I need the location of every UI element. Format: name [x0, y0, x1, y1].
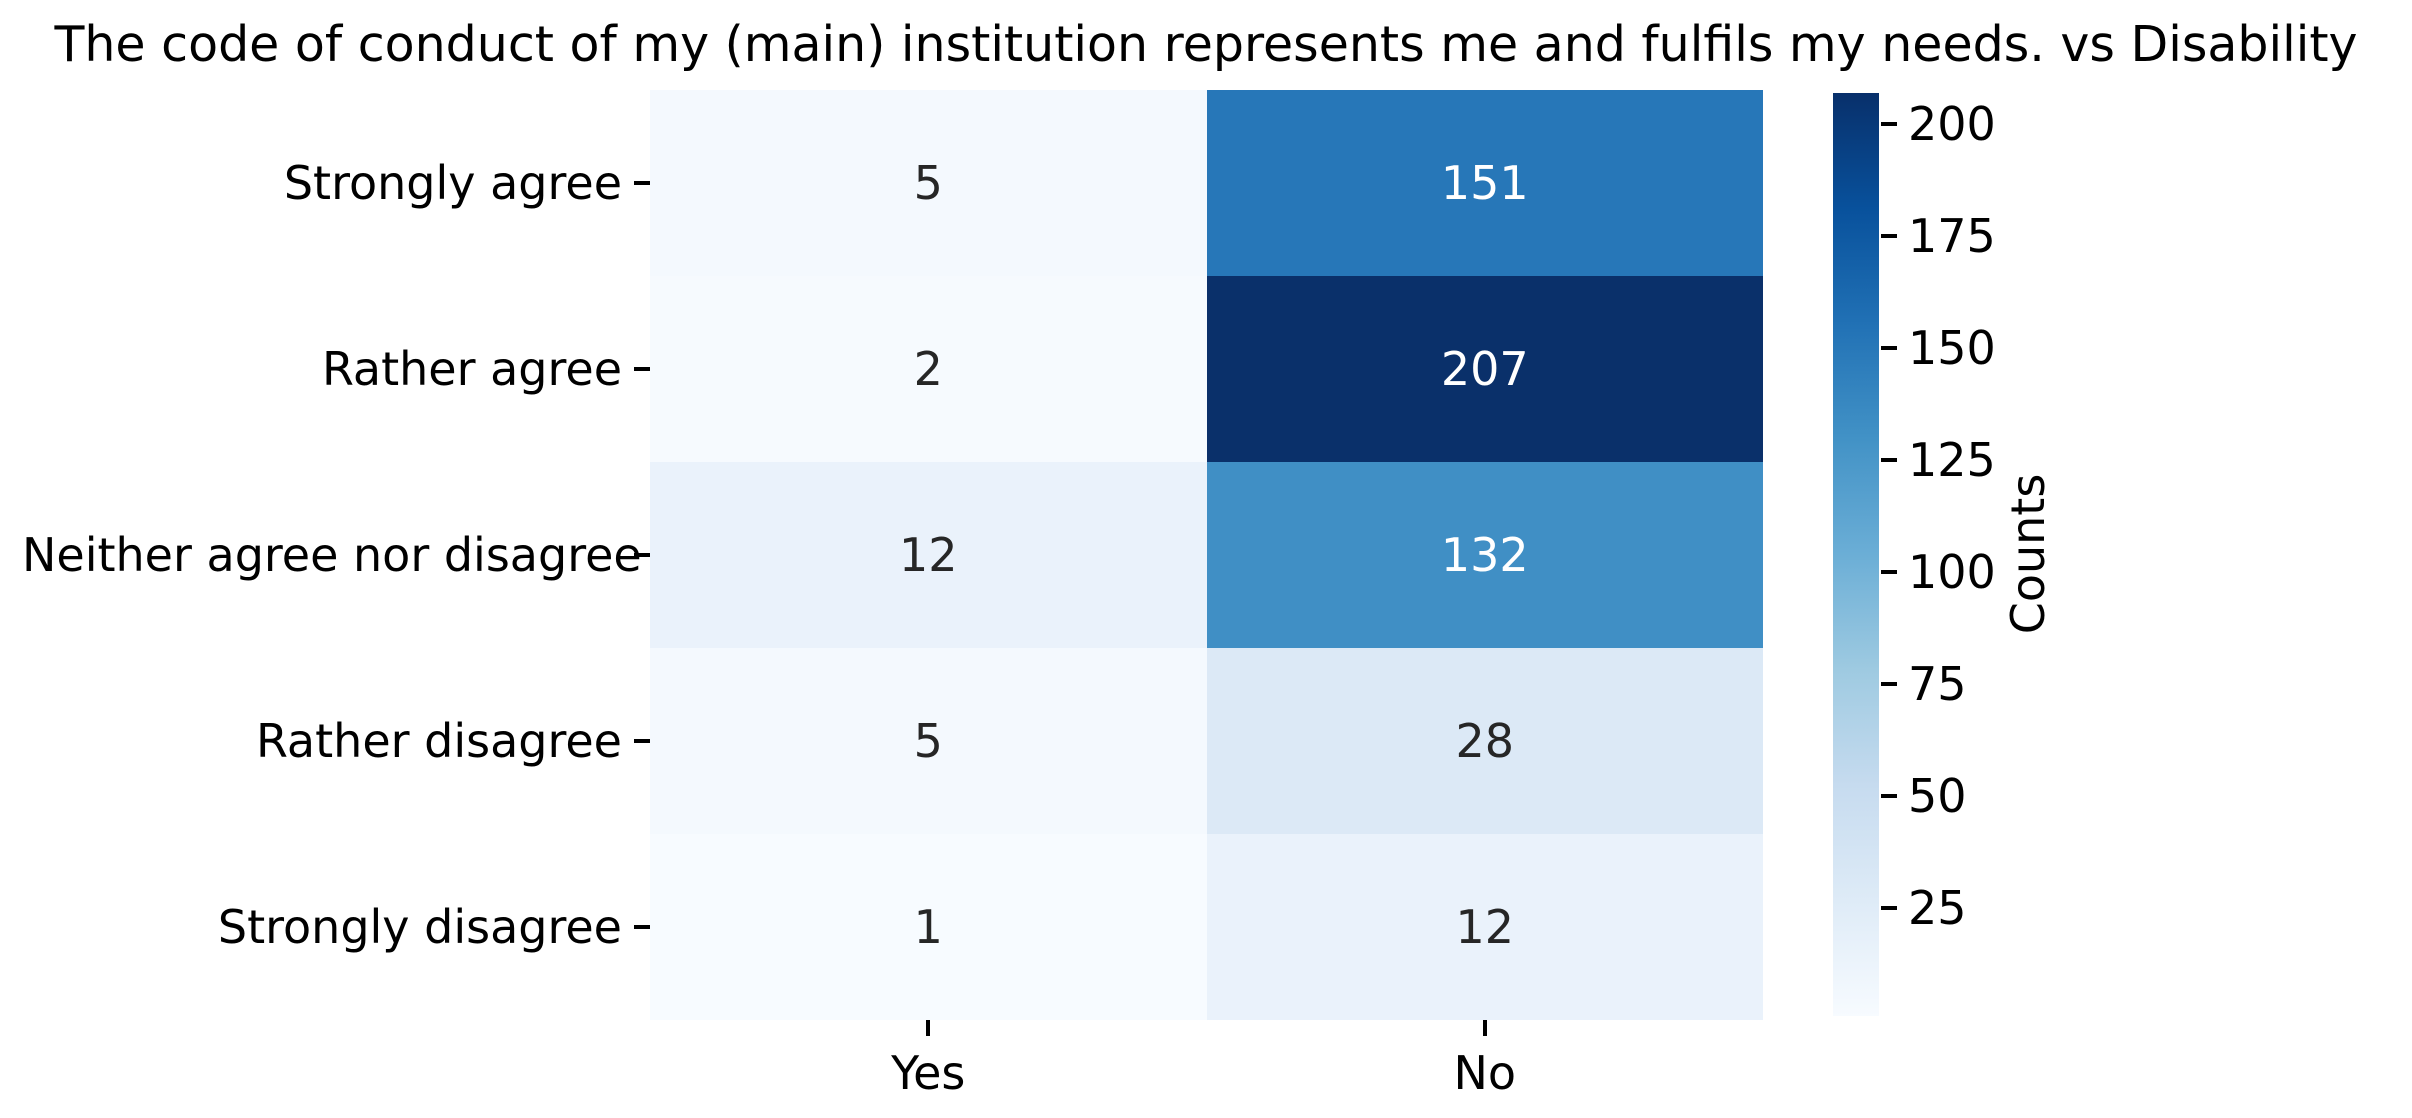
colorbar-tick-label: 25	[1908, 881, 1967, 936]
colorbar-tick-label: 50	[1908, 769, 1967, 824]
colorbar-axis-label: Counts	[2001, 473, 2055, 635]
colorbar-tick-label: 200	[1908, 97, 1996, 152]
colorbar-tick-label: 75	[1908, 657, 1967, 712]
heatmap-cell: 28	[1206, 648, 1763, 834]
y-tick-label: Rather agree	[321, 342, 622, 396]
colorbar-tick-mark	[1881, 570, 1897, 575]
heatmap-cell: 12	[1206, 834, 1763, 1020]
colorbar-tick-mark	[1881, 234, 1897, 239]
cell-value: 12	[898, 528, 958, 582]
colorbar-tick-mark	[1881, 682, 1897, 687]
cell-value: 12	[1455, 900, 1515, 954]
x-tick-label: No	[1453, 1046, 1517, 1100]
colorbar	[1833, 93, 1879, 1016]
cell-value: 1	[913, 900, 943, 954]
y-tick-label: Strongly agree	[283, 156, 622, 210]
heatmap-cell: 151	[1206, 90, 1763, 276]
y-tick-label: Strongly disagree	[217, 900, 622, 954]
y-tick-label: Rather disagree	[255, 714, 622, 768]
colorbar-tick-label: 150	[1908, 321, 1996, 376]
heatmap-cell: 5	[650, 90, 1207, 276]
colorbar-tick-mark	[1881, 458, 1897, 463]
heatmap-cell: 12	[650, 462, 1207, 648]
heatmap-cell: 207	[1206, 276, 1763, 462]
cell-value: 2	[913, 342, 943, 396]
cell-value: 132	[1440, 528, 1529, 582]
y-tick-mark	[634, 553, 650, 557]
colorbar-tick-mark	[1881, 122, 1897, 127]
heatmap-cell: 5	[650, 648, 1207, 834]
heatmap-plot-area: 5 151 2 207 12 132 5 28 1 12	[650, 90, 1763, 1020]
colorbar-tick-mark	[1881, 794, 1897, 799]
x-tick-mark	[1482, 1020, 1487, 1036]
y-tick-label: Neither agree nor disagree	[22, 528, 642, 582]
colorbar-tick-mark	[1881, 346, 1897, 351]
heatmap-cell: 2	[650, 276, 1207, 462]
heatmap-cell: 1	[650, 834, 1207, 1020]
cell-value: 5	[913, 714, 943, 768]
colorbar-tick-mark	[1881, 906, 1897, 911]
colorbar-tick-label: 100	[1908, 545, 1996, 600]
cell-value: 5	[913, 156, 943, 210]
y-tick-mark	[634, 739, 650, 743]
y-tick-mark	[634, 181, 650, 185]
y-tick-mark	[634, 367, 650, 371]
colorbar-tick-label: 125	[1908, 433, 1996, 488]
chart-title: The code of conduct of my (main) institu…	[54, 16, 2358, 73]
cell-value: 207	[1440, 342, 1529, 396]
cell-value: 151	[1440, 156, 1529, 210]
cell-value: 28	[1455, 714, 1515, 768]
heatmap-cell: 132	[1206, 462, 1763, 648]
colorbar-tick-label: 175	[1908, 209, 1996, 264]
x-tick-mark	[926, 1020, 931, 1036]
x-tick-label: Yes	[891, 1046, 966, 1100]
y-tick-mark	[634, 925, 650, 929]
